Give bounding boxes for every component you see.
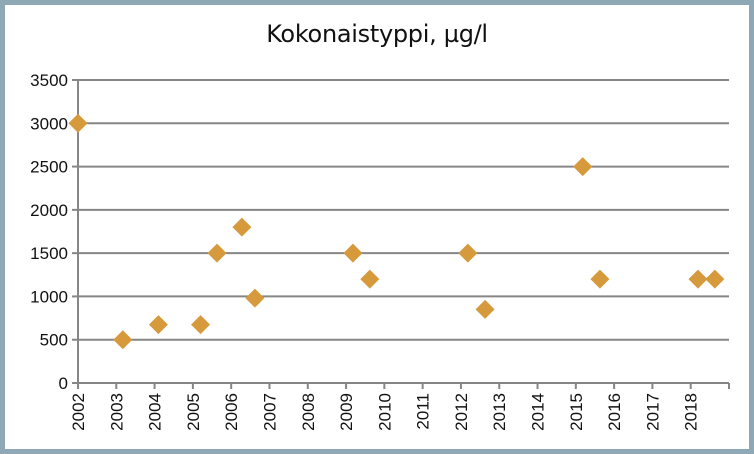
- diamond-marker: [113, 330, 133, 350]
- x-tick-label: 2015: [567, 393, 586, 431]
- x-tick-label: 2014: [529, 393, 548, 431]
- x-tick-label: 2005: [184, 393, 203, 431]
- axes: [72, 79, 730, 389]
- diamond-marker: [207, 243, 227, 263]
- y-tick-label: 3500: [30, 71, 68, 90]
- x-tick-label: 2006: [222, 393, 241, 431]
- x-tick-label: 2013: [490, 393, 509, 431]
- data-points: [68, 113, 725, 350]
- x-axis-tick-labels: 2002 2003 2004 2005 2006 2007 2008 2009 2010 2011…: [69, 393, 701, 431]
- x-tick-label: 2010: [375, 393, 394, 431]
- diamond-marker: [191, 315, 211, 335]
- y-tick-label: 2000: [30, 201, 68, 220]
- x-tick-label: 2002: [69, 393, 88, 431]
- diamond-marker: [458, 243, 478, 263]
- x-tick-label: 2017: [643, 393, 662, 431]
- y-tick-label: 2500: [30, 158, 68, 177]
- x-tick-label: 2004: [146, 393, 165, 431]
- x-tick-label: 2003: [107, 393, 126, 431]
- diamond-marker: [68, 113, 88, 133]
- chart-title: Kokonaistyppi, µg/l: [266, 20, 488, 48]
- x-tick-label: 2008: [299, 393, 318, 431]
- y-tick-label: 3000: [30, 114, 68, 133]
- x-tick-label: 2007: [260, 393, 279, 431]
- x-tick-label: 2009: [337, 393, 356, 431]
- gridlines: [78, 79, 729, 341]
- x-tick-label: 2016: [605, 393, 624, 431]
- diamond-marker: [590, 269, 610, 289]
- y-tick-label: 0: [59, 374, 68, 393]
- y-tick-label: 500: [40, 331, 68, 350]
- x-tick-label: 2018: [682, 393, 701, 431]
- diamond-marker: [245, 288, 265, 308]
- diamond-marker: [573, 157, 593, 177]
- x-tick-label: 2012: [452, 393, 471, 431]
- y-tick-label: 1000: [30, 287, 68, 306]
- diamond-marker: [232, 217, 252, 237]
- diamond-marker: [475, 299, 495, 319]
- y-tick-label: 1500: [30, 244, 68, 263]
- diamond-marker: [148, 315, 168, 335]
- diamond-marker: [688, 269, 708, 289]
- diamond-marker: [360, 269, 380, 289]
- y-axis-tick-labels: 0 500 1000 1500 2000 2500 3000 3500: [30, 71, 68, 393]
- diamond-marker: [343, 243, 363, 263]
- diamond-marker: [705, 269, 725, 289]
- x-tick-label: 2011: [414, 393, 433, 430]
